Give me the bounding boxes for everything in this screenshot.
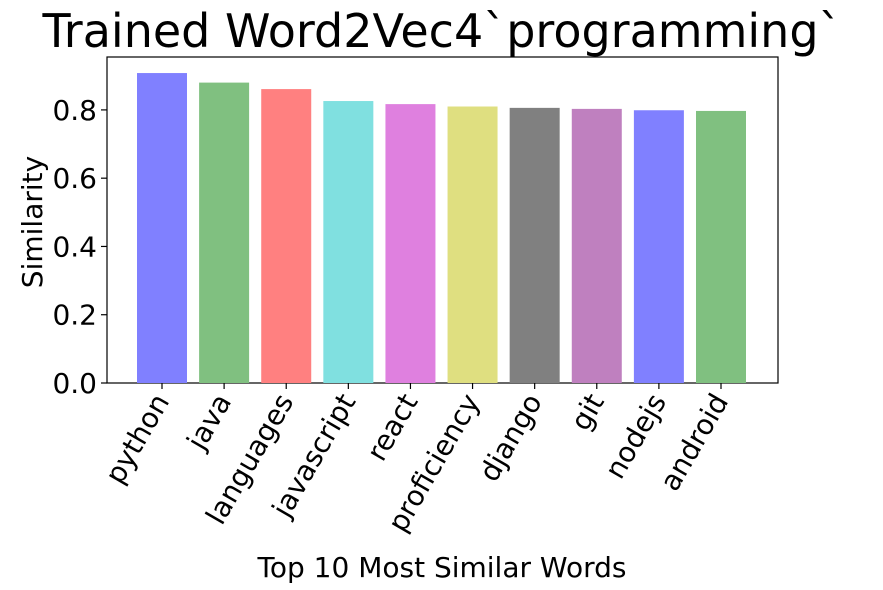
y-tick-label: 0.2 — [52, 299, 97, 332]
y-axis-label: Similarity — [16, 156, 49, 288]
bar-django — [509, 107, 560, 383]
x-tick-label: django — [472, 388, 548, 487]
bar-nodejs — [633, 110, 684, 384]
x-tick-label: git — [564, 388, 611, 436]
x-axis: python javalanguagesjavascriptreactprofic… — [99, 383, 735, 537]
chart-title: Trained Word2Vec4`programming` — [41, 4, 841, 58]
y-tick-label: 0.8 — [52, 94, 97, 127]
y-axis: 0.0 0.2 0.4 0.6 0.8 — [52, 94, 107, 400]
bar-python — [137, 73, 187, 383]
bar-javascript — [323, 101, 374, 384]
y-tick-label: 0.0 — [52, 367, 97, 400]
x-axis-label: Top 10 Most Similar Words — [257, 551, 627, 584]
bar-git — [571, 108, 622, 384]
bar-proficiency — [447, 106, 498, 384]
bars-group — [137, 73, 746, 384]
y-tick-label: 0.4 — [52, 230, 97, 263]
plot-frame — [106, 56, 779, 384]
x-tick-label: java — [180, 388, 238, 456]
y-tick-label: 0.6 — [52, 162, 97, 195]
bar-java — [199, 82, 250, 383]
x-tick-label: react — [360, 388, 424, 467]
bar-languages — [261, 89, 312, 384]
x-tick-label: python — [99, 388, 177, 489]
bar-react — [385, 104, 436, 384]
bar-android — [696, 110, 746, 383]
